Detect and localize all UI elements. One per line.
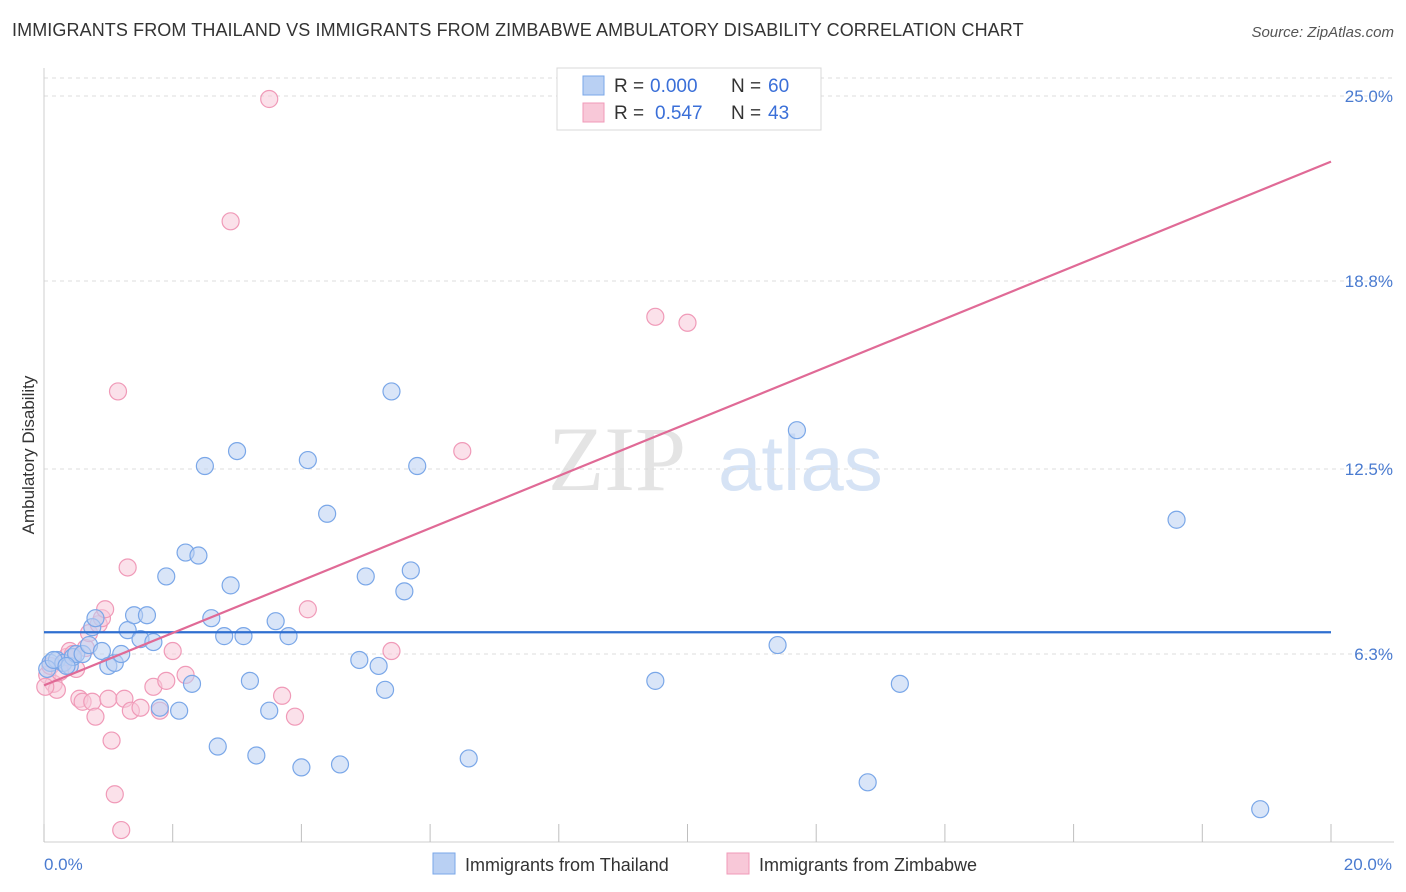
point-thailand [260,701,279,720]
point-zimbabwe [105,785,124,804]
point-zimbabwe [285,707,305,726]
legend-n-thailand: 60 [768,76,789,97]
point-thailand [318,504,337,523]
point-zimbabwe [118,558,137,577]
legend-r-thailand: 0.000 [650,76,698,97]
point-zimbabwe [298,600,317,619]
point-thailand [382,382,401,401]
y-tick-label: 12.5% [1345,460,1393,479]
point-thailand [240,671,260,690]
y-axis-title: Ambulatory Disability [19,375,38,534]
point-thailand [208,737,227,756]
point-thailand [150,698,169,717]
point-zimbabwe [102,731,121,750]
point-thailand [221,576,240,595]
point-zimbabwe [157,671,176,690]
x-ticks [43,824,1332,842]
point-thailand [298,450,317,470]
point-zimbabwe [646,307,665,326]
axes [43,68,1394,843]
point-thailand [279,627,298,646]
y-tick-label: 18.8% [1345,272,1393,291]
trend-lines [43,160,1332,687]
legend: R = 0.000 N = 60 R = 0.547 N = 43 [556,67,822,131]
point-thailand [234,627,253,646]
point-zimbabwe [36,677,55,696]
point-thailand [247,746,266,765]
point-thailand [787,421,806,440]
point-thailand [144,632,163,652]
point-thailand [646,671,665,690]
watermark-zip: ZIP [548,408,686,510]
point-thailand [890,674,909,693]
point-zimbabwe [272,686,292,705]
point-thailand [369,656,388,676]
legend-n-label: N = [731,103,761,124]
bottom-legend-swatch-thailand [432,852,456,875]
x-tick-label-min: 0.0% [44,855,83,874]
point-thailand [375,680,395,699]
legend-n-label: N = [731,76,761,97]
point-zimbabwe [112,820,131,840]
point-thailand [195,456,214,476]
point-zimbabwe [382,641,401,661]
point-zimbabwe [163,641,182,661]
point-thailand [330,755,350,774]
legend-r-label: R = [614,103,644,124]
point-thailand [189,546,208,565]
bottom-legend-zimbabwe: Immigrants from Zimbabwe [759,855,977,875]
point-thailand [170,701,189,720]
chart-title: IMMIGRANTS FROM THAILAND VS IMMIGRANTS F… [12,20,1024,40]
legend-n-zimbabwe: 43 [768,103,789,124]
point-thailand [401,561,420,580]
point-thailand [266,612,285,631]
bottom-legend-thailand: Immigrants from Thailand [465,855,669,875]
point-thailand [227,441,247,461]
point-zimbabwe [99,689,118,708]
point-thailand [86,609,105,628]
y-tick-label: 6.3% [1354,645,1393,664]
point-thailand [57,656,76,676]
point-zimbabwe [221,212,240,231]
point-thailand [768,635,787,655]
point-thailand [459,749,478,768]
point-thailand [137,606,157,625]
point-zimbabwe [453,441,472,461]
point-zimbabwe [86,707,105,726]
source-label: Source: ZipAtlas.com [1251,24,1394,41]
bottom-legend: Immigrants from Thailand Immigrants from… [432,852,977,875]
point-thailand [356,567,375,586]
point-thailand [1167,510,1186,529]
bottom-legend-swatch-zimbabwe [726,852,750,875]
point-thailand [182,674,202,693]
x-tick-label-max: 20.0% [1344,855,1392,874]
legend-r-label: R = [614,76,644,97]
point-thailand [1251,800,1270,819]
point-zimbabwe [83,692,102,711]
legend-swatch-zimbabwe [582,102,605,123]
point-thailand [215,627,234,646]
point-thailand [408,456,427,476]
point-zimbabwe [108,382,128,401]
y-tick-label: 25.0% [1345,87,1393,106]
point-thailand [292,758,311,777]
gridlines [44,77,1394,655]
point-thailand [157,567,176,586]
point-zimbabwe [131,698,150,717]
trendline-zimbabwe [43,160,1332,687]
point-zimbabwe [260,89,279,109]
legend-swatch-thailand [582,75,605,96]
point-thailand [395,582,414,601]
point-thailand [858,773,877,792]
point-thailand [350,650,369,670]
legend-r-zimbabwe: 0.547 [655,103,703,124]
watermark: ZIP atlas [548,408,883,510]
data-points [36,89,1270,840]
y-tick-labels: 25.0% 18.8% 12.5% 6.3% [1345,87,1393,664]
point-zimbabwe [678,313,697,332]
